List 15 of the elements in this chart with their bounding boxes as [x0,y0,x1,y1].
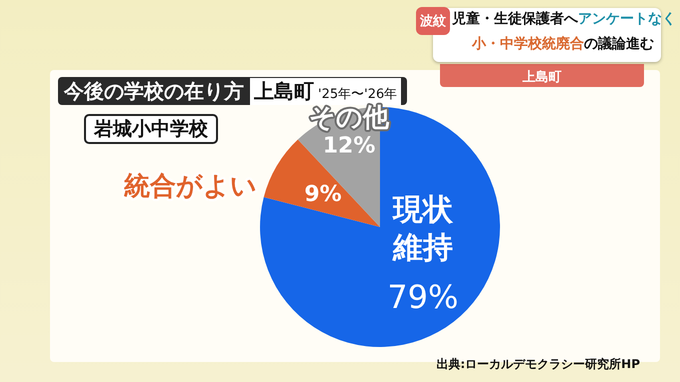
text: 児童・生徒保護者へ [452,11,578,27]
chart-title: 今後の学校の在り方 [64,78,244,104]
text: 上島町 [440,64,644,87]
slice-label: 統合がよい [122,172,257,202]
source-note: 出典:ローカルデモクラシー研究所HP [436,356,640,373]
text: の議論進む [584,36,654,52]
data-label: 79% [387,278,458,316]
text: 岩城小中学校 [84,114,218,144]
text: アンケートなく [578,11,676,27]
data-label: 12% [322,134,376,159]
data-label: 9% [304,182,342,208]
text: 小・中学校統廃合 [472,36,584,52]
slice-label: 現状維持 [392,192,454,266]
chart-subtitle: 上島町 '25年〜'26年 [254,78,398,104]
text: 波紋 [416,7,450,35]
